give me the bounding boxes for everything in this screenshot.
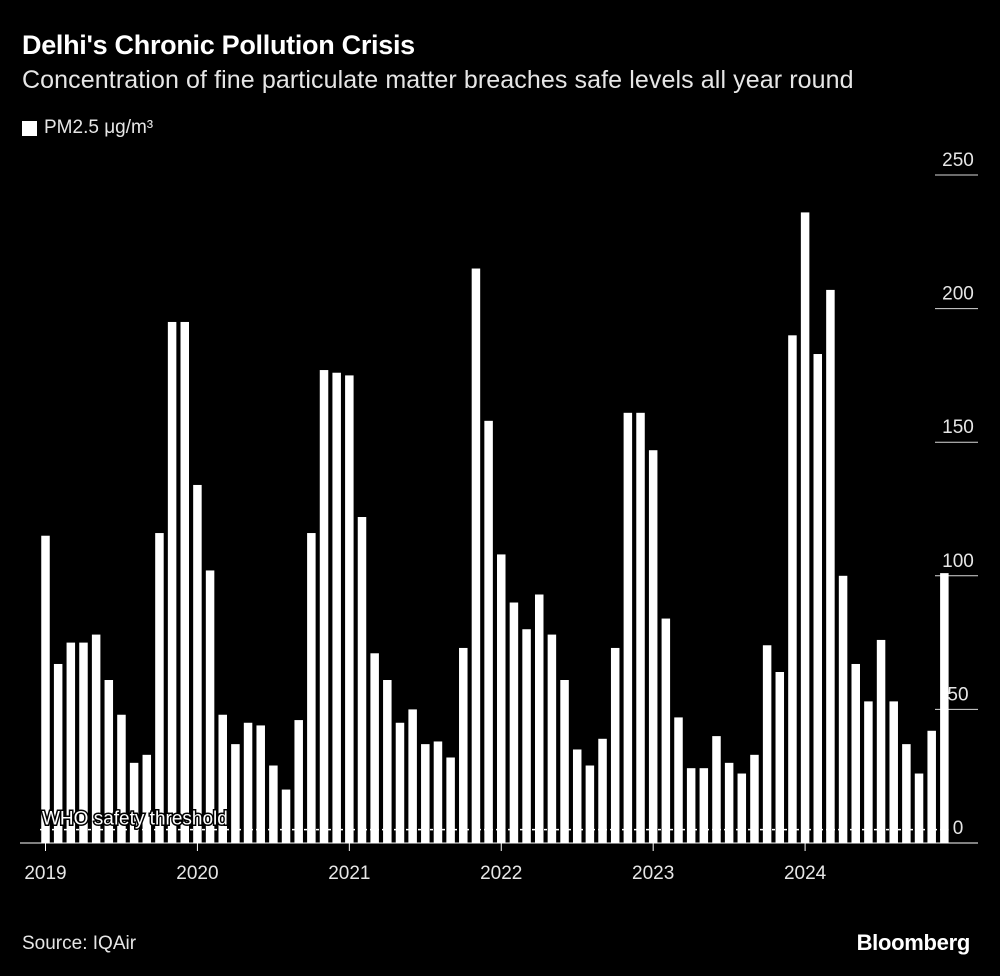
bar bbox=[927, 730, 936, 843]
bar bbox=[117, 714, 126, 843]
bar bbox=[598, 738, 607, 843]
bar bbox=[534, 594, 544, 843]
y-tick-label: 100 bbox=[942, 551, 974, 572]
source-note: Source: IQAir bbox=[22, 933, 137, 954]
bar bbox=[53, 663, 63, 843]
x-tick-label: 2023 bbox=[632, 863, 674, 884]
bar bbox=[775, 671, 785, 843]
bar bbox=[522, 629, 531, 843]
bar bbox=[104, 680, 114, 843]
bar bbox=[155, 533, 164, 843]
bar bbox=[547, 634, 557, 843]
bar bbox=[332, 372, 341, 843]
y-tick-label: 150 bbox=[942, 417, 974, 438]
bar bbox=[864, 701, 873, 843]
bar bbox=[395, 722, 405, 843]
bar bbox=[79, 642, 88, 843]
bar bbox=[357, 517, 367, 843]
bar bbox=[876, 639, 886, 843]
bar bbox=[826, 289, 835, 843]
x-tick-label: 2020 bbox=[176, 863, 218, 884]
bar bbox=[686, 768, 696, 843]
bar bbox=[256, 725, 265, 843]
bar bbox=[889, 701, 898, 843]
bar bbox=[433, 741, 443, 843]
bar bbox=[610, 647, 620, 843]
bar bbox=[560, 680, 569, 843]
bar bbox=[269, 765, 278, 843]
y-tick-label: 0 bbox=[953, 818, 964, 839]
bar bbox=[142, 754, 152, 843]
bar bbox=[471, 268, 481, 843]
bar bbox=[699, 768, 709, 843]
bar bbox=[838, 575, 848, 843]
legend-swatch-icon bbox=[22, 120, 37, 136]
bar bbox=[129, 762, 139, 843]
bar bbox=[281, 789, 291, 843]
chart-subtitle: Concentration of fine particulate matter… bbox=[22, 66, 854, 94]
bar bbox=[623, 412, 633, 843]
bar bbox=[813, 354, 823, 843]
y-tick-label: 50 bbox=[947, 684, 968, 705]
legend: PM2.5 μg/m³ bbox=[22, 117, 153, 139]
bar bbox=[91, 634, 101, 843]
bar bbox=[459, 647, 468, 843]
bar bbox=[940, 573, 949, 843]
bar bbox=[66, 642, 76, 843]
bar bbox=[737, 773, 747, 843]
chart-title: Delhi's Chronic Pollution Crisis bbox=[22, 30, 415, 60]
bar bbox=[762, 645, 772, 843]
bloomberg-logo: Bloomberg bbox=[856, 930, 971, 955]
bar bbox=[218, 714, 227, 843]
legend-label: PM2.5 μg/m³ bbox=[44, 117, 154, 138]
bar bbox=[484, 420, 493, 843]
bar bbox=[421, 744, 430, 843]
x-tick-label: 2021 bbox=[328, 863, 370, 884]
bar bbox=[383, 680, 392, 843]
bar bbox=[648, 450, 658, 843]
y-tick-label: 200 bbox=[942, 284, 974, 305]
x-tick-label: 2024 bbox=[784, 863, 827, 884]
bar bbox=[231, 744, 240, 843]
bar bbox=[41, 535, 50, 843]
bar bbox=[509, 602, 519, 843]
bar bbox=[180, 321, 190, 844]
bar bbox=[851, 663, 860, 843]
bar bbox=[800, 212, 810, 843]
y-tick-label: 250 bbox=[942, 150, 974, 171]
bar bbox=[750, 754, 759, 843]
bar bbox=[408, 709, 417, 843]
bar bbox=[712, 736, 721, 843]
bar bbox=[572, 749, 582, 843]
bar bbox=[497, 554, 506, 843]
bar bbox=[243, 722, 253, 843]
bar bbox=[661, 618, 671, 843]
bar bbox=[585, 765, 595, 843]
bar bbox=[193, 484, 202, 843]
bar bbox=[294, 720, 303, 843]
bar bbox=[205, 570, 215, 843]
bar bbox=[788, 335, 797, 843]
bar bbox=[674, 717, 683, 843]
bar bbox=[345, 375, 354, 843]
bar bbox=[446, 757, 455, 843]
bar bbox=[914, 773, 924, 843]
x-tick-label: 2022 bbox=[480, 863, 522, 884]
bar bbox=[636, 412, 645, 843]
bar bbox=[724, 762, 734, 843]
bar bbox=[319, 370, 329, 843]
bar bbox=[167, 321, 177, 844]
bar bbox=[370, 653, 379, 843]
x-tick-label: 2019 bbox=[24, 863, 66, 884]
bar bbox=[902, 744, 911, 843]
who-threshold-label: WHO safety threshold bbox=[42, 809, 228, 830]
bar bbox=[307, 533, 316, 843]
